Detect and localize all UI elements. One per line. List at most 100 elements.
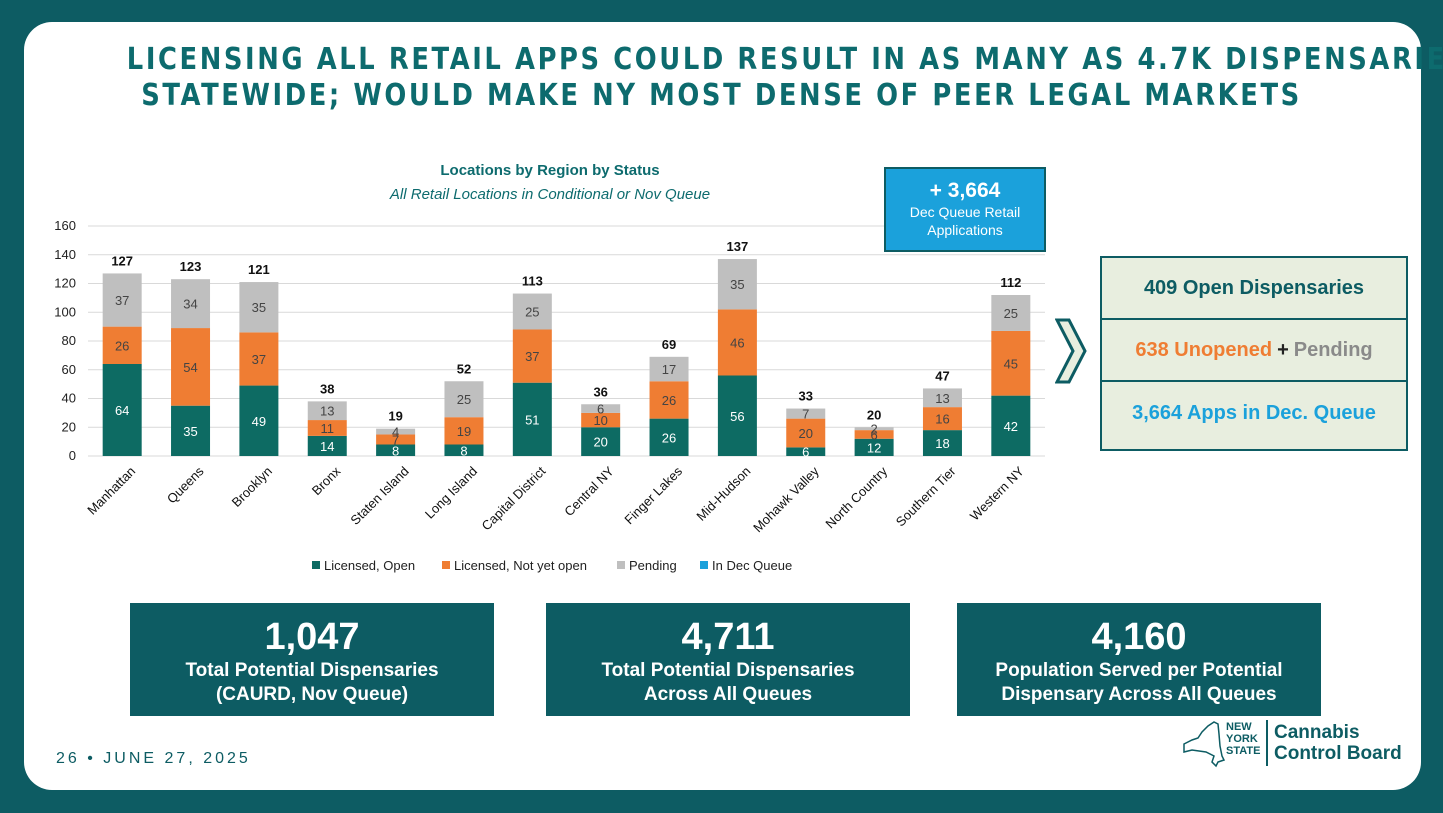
bar-segment (581, 412, 621, 428)
data-label: 25 (1004, 306, 1018, 321)
title-line-2: STATEWIDE; WOULD MAKE NY MOST DENSE OF P… (141, 78, 1302, 113)
logo-divider (1266, 720, 1268, 766)
data-label: 11 (321, 421, 335, 436)
data-label: 7 (392, 432, 399, 447)
bar-segment (786, 418, 826, 448)
bar-segment (991, 295, 1031, 331)
summary-unopened-pending: 638 Unopened + Pending (1102, 320, 1406, 382)
bar-segment (512, 382, 552, 456)
summary-apps: 3,664 Apps in Dec. Queue (1132, 401, 1376, 424)
bar-segment (581, 427, 621, 456)
x-tick-label: Queens (164, 463, 207, 506)
bar-segment (376, 444, 416, 456)
bar-segment (102, 273, 142, 327)
data-label: 34 (183, 297, 197, 312)
summary-pending: Pending (1293, 338, 1373, 361)
total-label: 33 (799, 389, 813, 404)
data-label: 13 (320, 404, 334, 419)
summary-unopened: 638 Unopened (1135, 338, 1273, 361)
bar-segment (786, 447, 826, 456)
bar-segment (991, 395, 1031, 456)
summary-box: 409 Open Dispensaries 638 Unopened + Pen… (1100, 256, 1408, 451)
x-tick-label: North Country (822, 463, 890, 531)
stat-label-1: Total Potential Dispensaries (601, 660, 855, 681)
x-tick-label: Staten Island (347, 464, 411, 528)
stat-box-caurd: 1,047 Total Potential Dispensaries (CAUR… (130, 603, 494, 716)
stat-label-1: Population Served per Potential (995, 660, 1283, 681)
total-label: 69 (662, 337, 676, 352)
bar-segment (171, 405, 211, 456)
footer-date: 26 • JUNE 27, 2025 (56, 750, 251, 767)
bar-segment (649, 381, 689, 419)
dec-queue-label-1: Dec Queue Retail (909, 204, 1021, 220)
dec-queue-callout: + 3,664 Dec Queue Retail Applications (884, 167, 1046, 252)
data-label: 6 (802, 445, 809, 460)
data-label: 25 (457, 392, 471, 407)
bar-segment (991, 330, 1031, 396)
data-label: 37 (525, 349, 539, 364)
chart-title: Locations by Region by Status (440, 162, 660, 179)
y-tick-label: 140 (54, 247, 76, 262)
x-tick-label: Long Island (422, 464, 480, 522)
bar-segment (581, 404, 621, 413)
y-tick-label: 40 (62, 391, 76, 406)
logo: NEW YORK STATE Cannabis Control Board (1178, 716, 1418, 772)
x-tick-label: Capital District (479, 463, 549, 533)
bar-segment (854, 438, 894, 456)
data-label: 17 (662, 362, 676, 377)
stat-box-population: 4,160 Population Served per Potential Di… (957, 603, 1321, 716)
x-tick-label: Brooklyn (229, 464, 275, 510)
total-label: 127 (111, 253, 133, 268)
bar-segment (102, 364, 142, 456)
data-label: 12 (867, 440, 881, 455)
bar-segment (444, 444, 484, 456)
ny-state-map-icon (1183, 721, 1226, 768)
x-tick-label: Mid-Hudson (693, 464, 753, 524)
ny-line-3: STATE (1226, 745, 1261, 757)
ny-state-text: NEW YORK STATE (1226, 721, 1260, 757)
data-label: 13 (935, 391, 949, 406)
total-label: 19 (388, 409, 402, 424)
data-label: 10 (593, 413, 607, 428)
data-label: 8 (392, 443, 399, 458)
data-label: 26 (662, 430, 676, 445)
stat-label-2: Across All Queues (643, 684, 813, 705)
data-label: 42 (1004, 419, 1018, 434)
total-label: 123 (180, 259, 202, 274)
y-tick-label: 160 (54, 218, 76, 233)
bar-segment (307, 435, 347, 456)
x-tick-label: Finger Lakes (621, 463, 685, 527)
dec-queue-value: + 3,664 (929, 179, 1001, 202)
total-label: 20 (867, 407, 881, 422)
y-tick-label: 80 (62, 333, 76, 348)
total-label: 137 (727, 239, 749, 254)
data-label: 16 (935, 412, 949, 427)
ny-line-2: YORK (1226, 733, 1258, 745)
board-line-1: Cannabis (1274, 722, 1360, 743)
bar-segment (444, 381, 484, 418)
bar-segment (171, 328, 211, 406)
bar-segment (102, 326, 142, 364)
chart-subtitle: All Retail Locations in Conditional or N… (389, 186, 711, 203)
summary-open: 409 Open Dispensaries (1102, 258, 1406, 320)
stat-value: 1,047 (264, 616, 360, 658)
legend-swatch (442, 561, 450, 569)
dec-queue-label-2: Applications (927, 222, 1003, 238)
bar-segment (239, 282, 279, 333)
bar-segment (922, 388, 962, 408)
bar-segment (717, 375, 757, 456)
bar-segment (171, 279, 211, 329)
summary-plus: + (1277, 338, 1289, 361)
total-label: 38 (320, 381, 334, 396)
data-label: 19 (457, 424, 471, 439)
bar-segment (922, 407, 962, 431)
legend-label: Licensed, Not yet open (454, 558, 587, 573)
bar-segment (854, 430, 894, 439)
bar-segment (922, 430, 962, 456)
legend-swatch (617, 561, 625, 569)
data-label: 18 (935, 436, 949, 451)
data-label: 35 (730, 277, 744, 292)
slide-title: LICENSING ALL RETAIL APPS COULD RESULT I… (127, 42, 1443, 114)
data-label: 46 (730, 335, 744, 350)
total-label: 36 (593, 384, 607, 399)
